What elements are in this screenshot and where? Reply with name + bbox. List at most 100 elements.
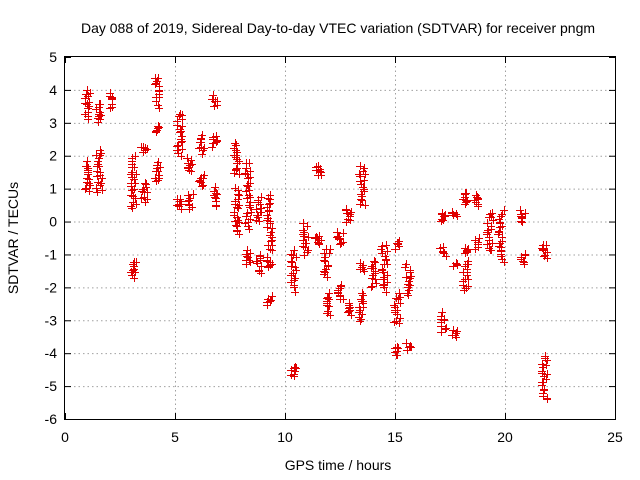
data-point	[406, 342, 414, 350]
y-tick-label: -6	[45, 411, 58, 427]
x-tick-label: 25	[607, 429, 623, 445]
data-point	[183, 154, 191, 162]
data-point	[152, 128, 160, 136]
y-tick-label: 2	[49, 148, 57, 164]
data-point	[200, 171, 208, 179]
data-point	[372, 279, 380, 287]
data-point	[245, 186, 253, 194]
data-point	[407, 272, 415, 280]
data-point	[299, 226, 307, 234]
data-point	[321, 253, 329, 261]
data-point	[472, 191, 480, 199]
data-point	[246, 167, 254, 175]
data-point	[324, 293, 332, 301]
data-point	[241, 169, 249, 177]
data-point	[132, 258, 140, 266]
x-tick-label: 20	[497, 429, 513, 445]
data-point	[500, 206, 508, 214]
data-point	[291, 288, 299, 296]
data-point	[483, 240, 491, 248]
data-point	[154, 101, 162, 109]
data-point	[127, 191, 135, 199]
data-point	[437, 312, 445, 320]
data-point	[129, 260, 137, 268]
data-point	[475, 234, 483, 242]
data-point	[268, 233, 276, 241]
data-point	[538, 367, 546, 375]
data-point	[303, 248, 311, 256]
data-point	[213, 136, 221, 144]
data-point	[255, 266, 263, 274]
data-point	[449, 326, 457, 334]
data-point	[268, 224, 276, 232]
data-point	[185, 196, 193, 204]
data-point	[304, 233, 312, 241]
data-point	[342, 205, 350, 213]
data-point	[143, 145, 151, 153]
data-point	[231, 197, 239, 205]
x-tick-label: 10	[277, 429, 293, 445]
data-point	[461, 244, 469, 252]
data-point	[370, 257, 378, 265]
data-point	[290, 246, 298, 254]
x-axis-label: GPS time / hours	[285, 457, 392, 473]
data-point	[289, 251, 297, 259]
data-point	[324, 261, 332, 269]
data-point	[393, 343, 401, 351]
data-point	[287, 278, 295, 286]
data-point	[325, 289, 333, 297]
data-point	[483, 219, 491, 227]
data-point	[212, 189, 220, 197]
x-tick-label: 5	[171, 429, 179, 445]
data-point	[402, 260, 410, 268]
data-point	[287, 257, 295, 265]
data-point	[209, 91, 217, 99]
y-tick-label: 5	[49, 49, 57, 65]
data-point	[542, 361, 550, 369]
data-point	[268, 260, 276, 268]
data-point	[406, 281, 414, 289]
data-point	[356, 317, 364, 325]
y-tick-label: 1	[49, 181, 57, 197]
data-point	[314, 162, 322, 170]
y-tick-label: -3	[45, 312, 58, 328]
y-tick-label: -1	[45, 246, 58, 262]
data-point	[256, 200, 264, 208]
data-point	[235, 201, 243, 209]
data-point	[360, 176, 368, 184]
chart-title: Day 088 of 2019, Sidereal Day-to-day VTE…	[81, 20, 595, 36]
data-point	[390, 301, 398, 309]
data-point	[263, 223, 271, 231]
data-point	[83, 174, 91, 182]
data-point	[184, 191, 192, 199]
data-point	[106, 89, 114, 97]
data-point	[383, 247, 391, 255]
data-point	[268, 292, 276, 300]
data-point	[291, 363, 299, 371]
data-point	[290, 276, 298, 284]
data-point	[187, 156, 195, 164]
data-point	[356, 200, 364, 208]
data-point	[323, 309, 331, 317]
data-point	[208, 143, 216, 151]
data-point	[464, 282, 472, 290]
data-point	[382, 288, 390, 296]
data-point	[521, 209, 529, 217]
data-point	[188, 160, 196, 168]
data-point	[83, 157, 91, 165]
data-point	[152, 79, 160, 87]
data-point	[155, 171, 163, 179]
data-point	[396, 293, 404, 301]
data-point	[198, 131, 206, 139]
data-point	[235, 191, 243, 199]
data-point	[339, 229, 347, 237]
data-point	[461, 275, 469, 283]
data-point	[154, 122, 162, 130]
data-point	[358, 289, 366, 297]
data-point	[402, 273, 410, 281]
y-tick-label: 3	[49, 115, 57, 131]
data-point	[383, 271, 391, 279]
data-point	[317, 236, 325, 244]
data-point	[358, 263, 366, 271]
